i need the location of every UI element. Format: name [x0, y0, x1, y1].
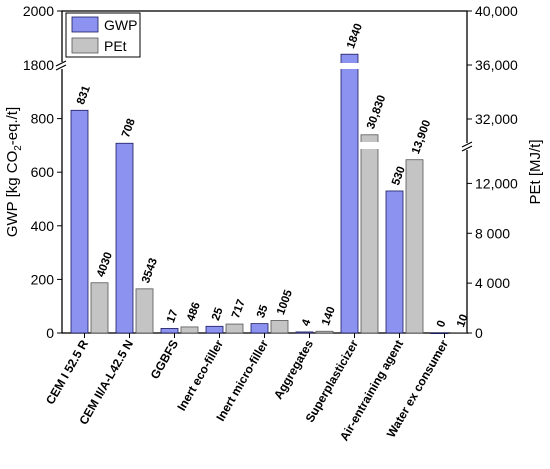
bar-gwp — [160, 328, 179, 334]
bar-break-gwp — [339, 63, 360, 69]
data-label-gwp: 17 — [165, 308, 181, 324]
x-tick-label: CEM I 52.5 R — [43, 337, 91, 407]
data-label-pet: 486 — [185, 301, 203, 323]
y2-tick-label: 12,000 — [475, 175, 518, 191]
y2-tick-label: 32,000 — [475, 111, 518, 127]
bar-gwp — [430, 332, 449, 335]
y-axis-title-main: GWP [kg CO — [4, 151, 21, 237]
bar-gwp — [250, 323, 269, 334]
bar-gwp — [205, 325, 224, 334]
data-label-gwp: 35 — [255, 303, 271, 320]
data-label-gwp: 708 — [120, 117, 138, 140]
bar-pet — [360, 134, 379, 334]
bar-gwp — [70, 109, 89, 334]
y-tick-label: 800 — [31, 111, 55, 127]
data-label-gwp: 4 — [300, 317, 314, 328]
bar-gwp — [340, 53, 359, 334]
data-label-pet: 140 — [320, 305, 338, 327]
axis-break-left-gap — [55, 62, 67, 69]
bar-pet — [315, 330, 334, 334]
y-axis-title-tail: -eq./t] — [4, 107, 21, 145]
data-label-gwp: 530 — [390, 165, 408, 187]
data-label-pet: 4030 — [95, 251, 115, 279]
data-label-pet: 13,900 — [410, 119, 433, 156]
y2-tick-label: 36,000 — [475, 57, 518, 73]
data-label-gwp: 0 — [435, 319, 448, 329]
y-tick-label: 2000 — [23, 3, 54, 19]
y-tick-label: 200 — [31, 271, 55, 287]
x-tick-label: Aggregates — [271, 337, 316, 401]
data-label-pet: 717 — [230, 298, 248, 320]
axis-break-left-icon — [55, 60, 67, 71]
bar-pet — [90, 282, 109, 334]
axis-break-right-icon — [461, 141, 473, 152]
bar-pet — [225, 323, 244, 334]
x-tick-label: GGBFS — [148, 338, 181, 382]
data-label-gwp: 831 — [75, 84, 93, 107]
legend-label-pet: PEt — [104, 38, 127, 54]
data-label-gwp: 25 — [210, 306, 226, 323]
axis-break-right-gap — [462, 143, 474, 150]
y2-tick-label: 8 000 — [475, 225, 510, 241]
data-label-gwp: 1840 — [345, 22, 365, 50]
data-label-pet: 3543 — [140, 257, 160, 285]
bar-gwp — [295, 331, 314, 334]
bar-pet — [450, 332, 469, 334]
y2-axis-title: PEt [MJ/t] — [527, 139, 544, 204]
y-axis-title-subscript: 2 — [13, 145, 24, 151]
bar-gwp — [385, 190, 404, 334]
data-label-pet: 10 — [455, 313, 471, 329]
legend-swatch-pet — [71, 37, 99, 54]
y-tick-label: 0 — [46, 325, 54, 341]
bar-pet — [270, 320, 289, 334]
bar-pet — [405, 159, 424, 334]
bar-pet — [180, 326, 199, 334]
legend-swatch-gwp — [71, 16, 99, 33]
legend-label-gwp: GWP — [104, 17, 137, 33]
bar-gwp — [115, 142, 134, 334]
bar-break-pet — [359, 142, 380, 149]
y2-tick-label: 40,000 — [475, 3, 518, 19]
bar-pet — [135, 288, 154, 334]
y-tick-label: 600 — [31, 164, 55, 180]
y2-tick-label: 0 — [475, 325, 483, 341]
x-tick-label: Inert eco-filler — [174, 337, 226, 413]
y2-tick-label: 4 000 — [475, 275, 510, 291]
y-axis-title: GWP [kg CO2-eq./t] — [4, 107, 24, 237]
data-label-pet: 1005 — [275, 288, 295, 317]
y-tick-label: 400 — [31, 218, 55, 234]
y-tick-label: 1800 — [23, 57, 54, 73]
data-label-pet: 30,830 — [365, 94, 388, 131]
